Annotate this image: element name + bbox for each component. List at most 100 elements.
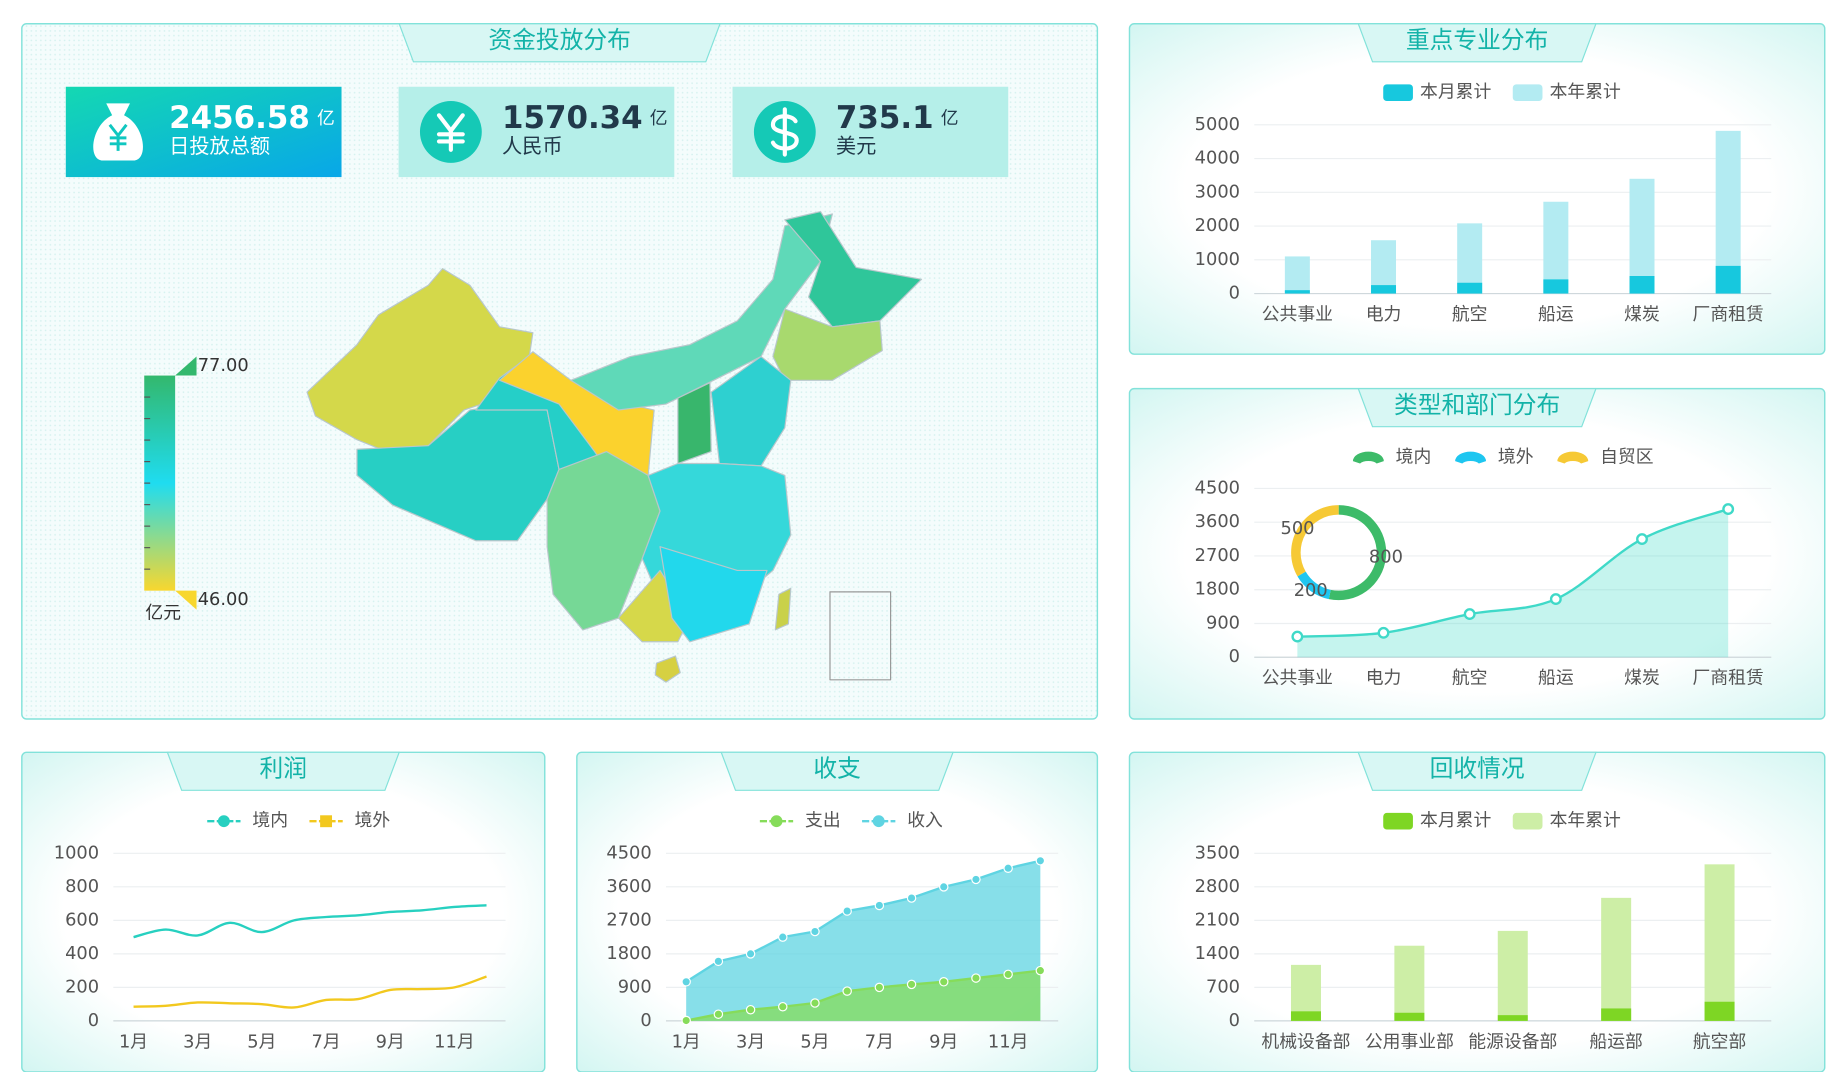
x-tick-label: 航空部 [1693,1031,1746,1052]
kpi-value: 1570.34 亿 [502,99,668,135]
y-tick-label: 1800 [606,943,651,964]
x-tick-label: 1月 [672,1031,701,1052]
legend-swatch [872,815,885,828]
y-tick-label: 3500 [1195,842,1240,863]
legend-swatch [217,815,230,828]
y-tick-label: 700 [1206,976,1240,997]
y-tick-label: 0 [1229,283,1240,304]
point [1003,863,1013,873]
point [810,998,820,1008]
pie-slice [1291,505,1339,577]
line [1297,507,1729,638]
point [1003,969,1013,980]
point [745,1004,756,1015]
bar [1601,897,1632,1021]
bar [1371,240,1397,294]
legend-label: 本月累计 [1420,810,1491,831]
kpi-label: 美元 [836,134,876,158]
y-tick-label: 4000 [1195,148,1240,169]
x-tick-label: 航空 [1452,304,1488,325]
kpi-icon [93,103,143,161]
x-tick-label: 公共事业 [1262,668,1333,689]
legend-swatch [320,815,333,828]
x-tick-label: 电力 [1366,668,1402,689]
bar [1629,178,1655,294]
x-tick-label: 公共事业 [1262,304,1333,325]
legend-label: 支出 [805,810,841,831]
kpi-icon [770,107,799,157]
kpi-unit: 亿 [317,108,335,129]
x-tick-label: 7月 [311,1031,340,1052]
y-tick-label: 800 [65,876,99,897]
bar [1394,1012,1425,1021]
south-sea-inset [829,591,892,681]
y-tick-label: 1800 [1195,579,1240,600]
legend-label: 本年累计 [1550,82,1621,103]
kpi-unit: 亿 [941,108,959,129]
x-tick-label: 11月 [434,1031,474,1052]
point [681,977,691,987]
x-tick-label: 机械设备部 [1261,1031,1350,1052]
panel-tab [166,751,401,791]
panel-tab [1357,751,1597,791]
point [906,893,917,903]
region [654,655,681,683]
panel-tab [1357,23,1597,63]
x-tick-label: 7月 [865,1031,894,1052]
panel [21,751,546,1072]
legend-swatch [1512,812,1543,830]
panel-title: 回收情况 [1430,755,1525,783]
pie-label: 500 [1280,518,1314,539]
x-tick-label: 1月 [119,1031,148,1052]
point [810,926,820,937]
bar [1497,930,1528,1021]
bar [1457,223,1483,294]
x-tick-label: 厂商租赁 [1693,304,1764,325]
legend-swatch [1512,84,1543,102]
region [659,546,768,643]
point [778,1001,788,1012]
point [971,874,981,885]
kpi-label: 日投放总额 [169,134,270,158]
point [906,979,917,990]
legend-label: 本月累计 [1420,82,1491,103]
point [778,932,788,942]
point [939,882,949,892]
legend-label: 境内 [252,810,288,831]
bar [1704,864,1735,1021]
kpi-icon [108,123,128,151]
region [498,351,655,488]
x-tick-label: 船运部 [1589,1031,1642,1052]
x-tick-label: 3月 [183,1031,212,1052]
point [842,986,852,996]
kpi-number: 2456.58 [169,99,310,135]
x-tick-label: 9月 [376,1031,405,1052]
legend-swatch [1557,451,1589,464]
legend-label: 收入 [907,810,943,831]
legend-swatch [1352,451,1384,464]
x-tick-label: 船运 [1538,668,1574,689]
region [677,382,712,465]
bar [1284,256,1310,294]
x-tick-label: 厂商租赁 [1693,668,1764,689]
legend-label: 自贸区 [1600,447,1653,468]
legend-label: 境内 [1396,447,1432,468]
bar [1290,1011,1321,1021]
y-tick-label: 200 [65,976,99,997]
y-tick-label: 1000 [54,842,99,863]
pie-slice [1328,505,1387,601]
point [1377,626,1390,639]
y-tick-label: 0 [1229,1010,1240,1031]
x-tick-label: 煤炭 [1624,304,1660,325]
y-tick-label: 900 [1206,612,1240,633]
legend-label: 境外 [355,810,391,831]
y-tick-label: 4500 [606,842,651,863]
y-tick-label: 3600 [1195,511,1240,532]
line [133,904,487,939]
point [1549,593,1562,606]
bar [1704,1001,1735,1021]
bar [1394,945,1425,1021]
panel-tab [398,23,721,63]
bar [1371,285,1397,294]
